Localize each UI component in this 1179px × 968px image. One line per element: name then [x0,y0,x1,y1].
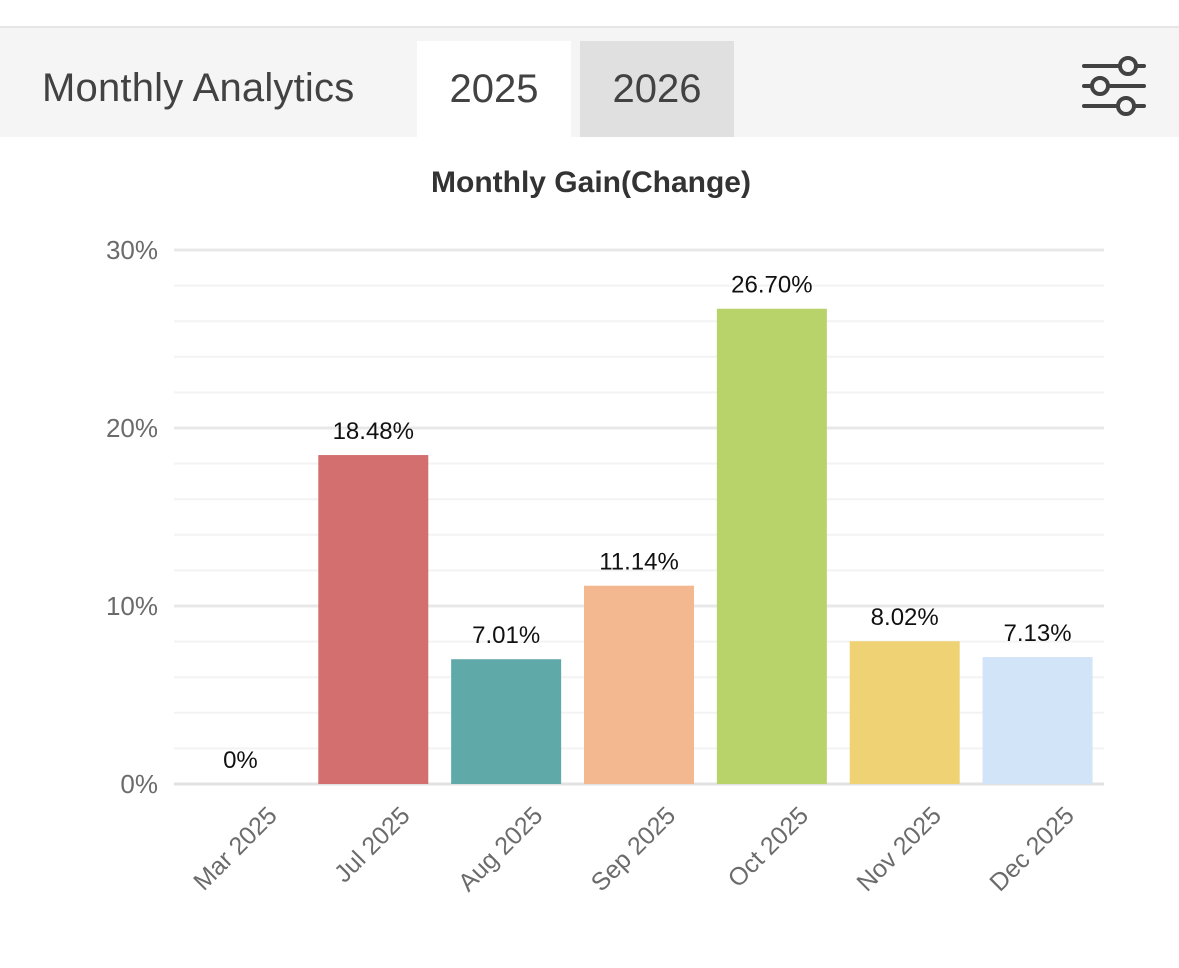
x-tick-label: Nov 2025 [851,801,946,896]
y-tick-label: 30% [106,235,158,265]
x-tick-label: Aug 2025 [453,801,548,896]
tab-2026[interactable]: 2026 [580,41,734,137]
y-tick-label: 0% [120,769,158,799]
bar[interactable] [716,308,827,784]
x-axis-ticks: Mar 2025 Jul 2025 Aug 2025 Sep 2025 Oct 2025… [188,801,1080,896]
y-tick-label: 10% [106,591,158,621]
y-axis-ticks: 0% 10% 20% 30% [106,235,158,799]
bar-value-label: 11.14% [599,549,679,576]
x-tick-label: Sep 2025 [586,801,681,896]
bar-value-label: 0% [223,747,258,774]
bar-value-label: 18.48% [333,418,414,445]
bar-value-label: 8.02% [871,604,939,631]
bar[interactable] [318,455,429,784]
monthly-gain-chart: Monthly Gain(Change) 0% 10% 20% 30% 0% 18.48… [106,166,1104,897]
bar-value-label: 7.13% [1004,620,1072,647]
chart-container: Monthly Gain(Change) 0% 10% 20% 30% 0% 18.48… [0,137,1179,968]
bar-value-label: 7.01% [472,622,540,649]
chart-title: Monthly Gain(Change) [431,166,751,199]
analytics-header: Monthly Analytics 2025 2026 [0,26,1179,137]
filter-button[interactable] [1078,56,1150,118]
value-labels: 0% 18.48% 7.01% 11.14% 26.70% 8.02% 7.13% [223,272,1072,774]
x-tick-label: Jul 2025 [329,801,416,888]
x-tick-label: Oct 2025 [723,801,815,893]
bars [318,308,1093,784]
x-tick-label: Mar 2025 [188,801,282,895]
sliders-icon [1082,56,1146,116]
bar[interactable] [584,585,694,784]
bar-value-label: 26.70% [731,272,812,299]
y-tick-label: 20% [106,413,158,443]
bar[interactable] [982,657,1093,784]
x-tick-label: Dec 2025 [984,801,1079,896]
bar[interactable] [451,659,562,784]
tab-2025[interactable]: 2025 [417,41,571,137]
page-title: Monthly Analytics [42,66,355,110]
bar[interactable] [849,641,960,784]
